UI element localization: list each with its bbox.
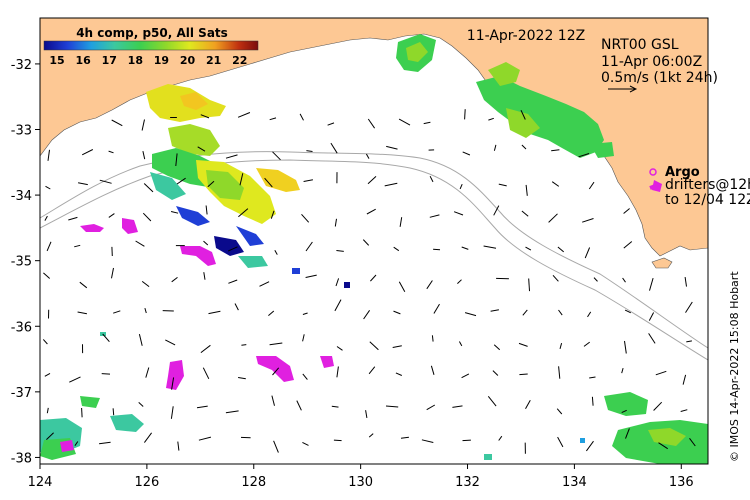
y-tick-label: -32 (11, 58, 32, 73)
current-vector (463, 440, 471, 441)
current-vector (113, 408, 114, 415)
credit-text: © IMOS 14-Apr-2022 15:08 Hobart (728, 271, 741, 462)
colorbar-tick-label: 21 (206, 54, 221, 67)
colorbar-tick-label: 18 (128, 54, 143, 67)
current-vector (519, 374, 527, 375)
product-scale: 0.5m/s (1kt 24h) (601, 70, 718, 86)
colorbar-gradient (44, 41, 258, 50)
colorbar-tick-label: 17 (102, 54, 117, 67)
current-vector (82, 408, 83, 417)
x-tick-label: 128 (241, 475, 266, 490)
x-tick-label: 124 (28, 475, 53, 490)
y-tick-label: -35 (11, 255, 32, 270)
y-tick-label: -33 (11, 124, 32, 139)
x-axis: 124 126 128 130 132 134 136 (28, 464, 694, 490)
current-vector (432, 335, 433, 341)
y-tick-label: -34 (11, 189, 32, 204)
drifter-marker-icon (650, 185, 658, 188)
drifters-label-line1: drifters@12h (665, 177, 750, 193)
product-time: 11-Apr 06:00Z (601, 54, 702, 70)
colorbar-tick-label: 15 (49, 54, 64, 67)
product-name: NRT00 GSL (601, 37, 679, 53)
x-tick-label: 126 (134, 475, 159, 490)
current-vector (592, 397, 593, 406)
current-vector (433, 249, 440, 250)
map-date-title: 11-Apr-2022 12Z (467, 28, 585, 44)
x-tick-label: 130 (348, 475, 373, 490)
y-tick-label: -36 (11, 320, 32, 335)
colorbar-tick-label: 22 (232, 54, 247, 67)
colorbar-tick-label: 20 (180, 54, 196, 67)
y-tick-label: -37 (11, 386, 32, 401)
current-vector (334, 440, 342, 441)
x-tick-label: 136 (669, 475, 694, 490)
colorbar-tick-label: 19 (154, 54, 169, 67)
current-vector (465, 109, 466, 119)
current-vector (241, 345, 246, 346)
x-tick-label: 132 (455, 475, 480, 490)
y-axis: -32 -33 -34 -35 -36 -37 -38 (11, 58, 40, 467)
current-vector (102, 374, 110, 375)
colorbar-title: 4h comp, p50, All Sats (76, 26, 228, 40)
colorbar-tick-label: 16 (75, 54, 91, 67)
y-tick-label: -38 (11, 451, 32, 466)
drifters-label-line2: to 12/04 12Z (665, 192, 750, 208)
x-tick-label: 134 (562, 475, 587, 490)
